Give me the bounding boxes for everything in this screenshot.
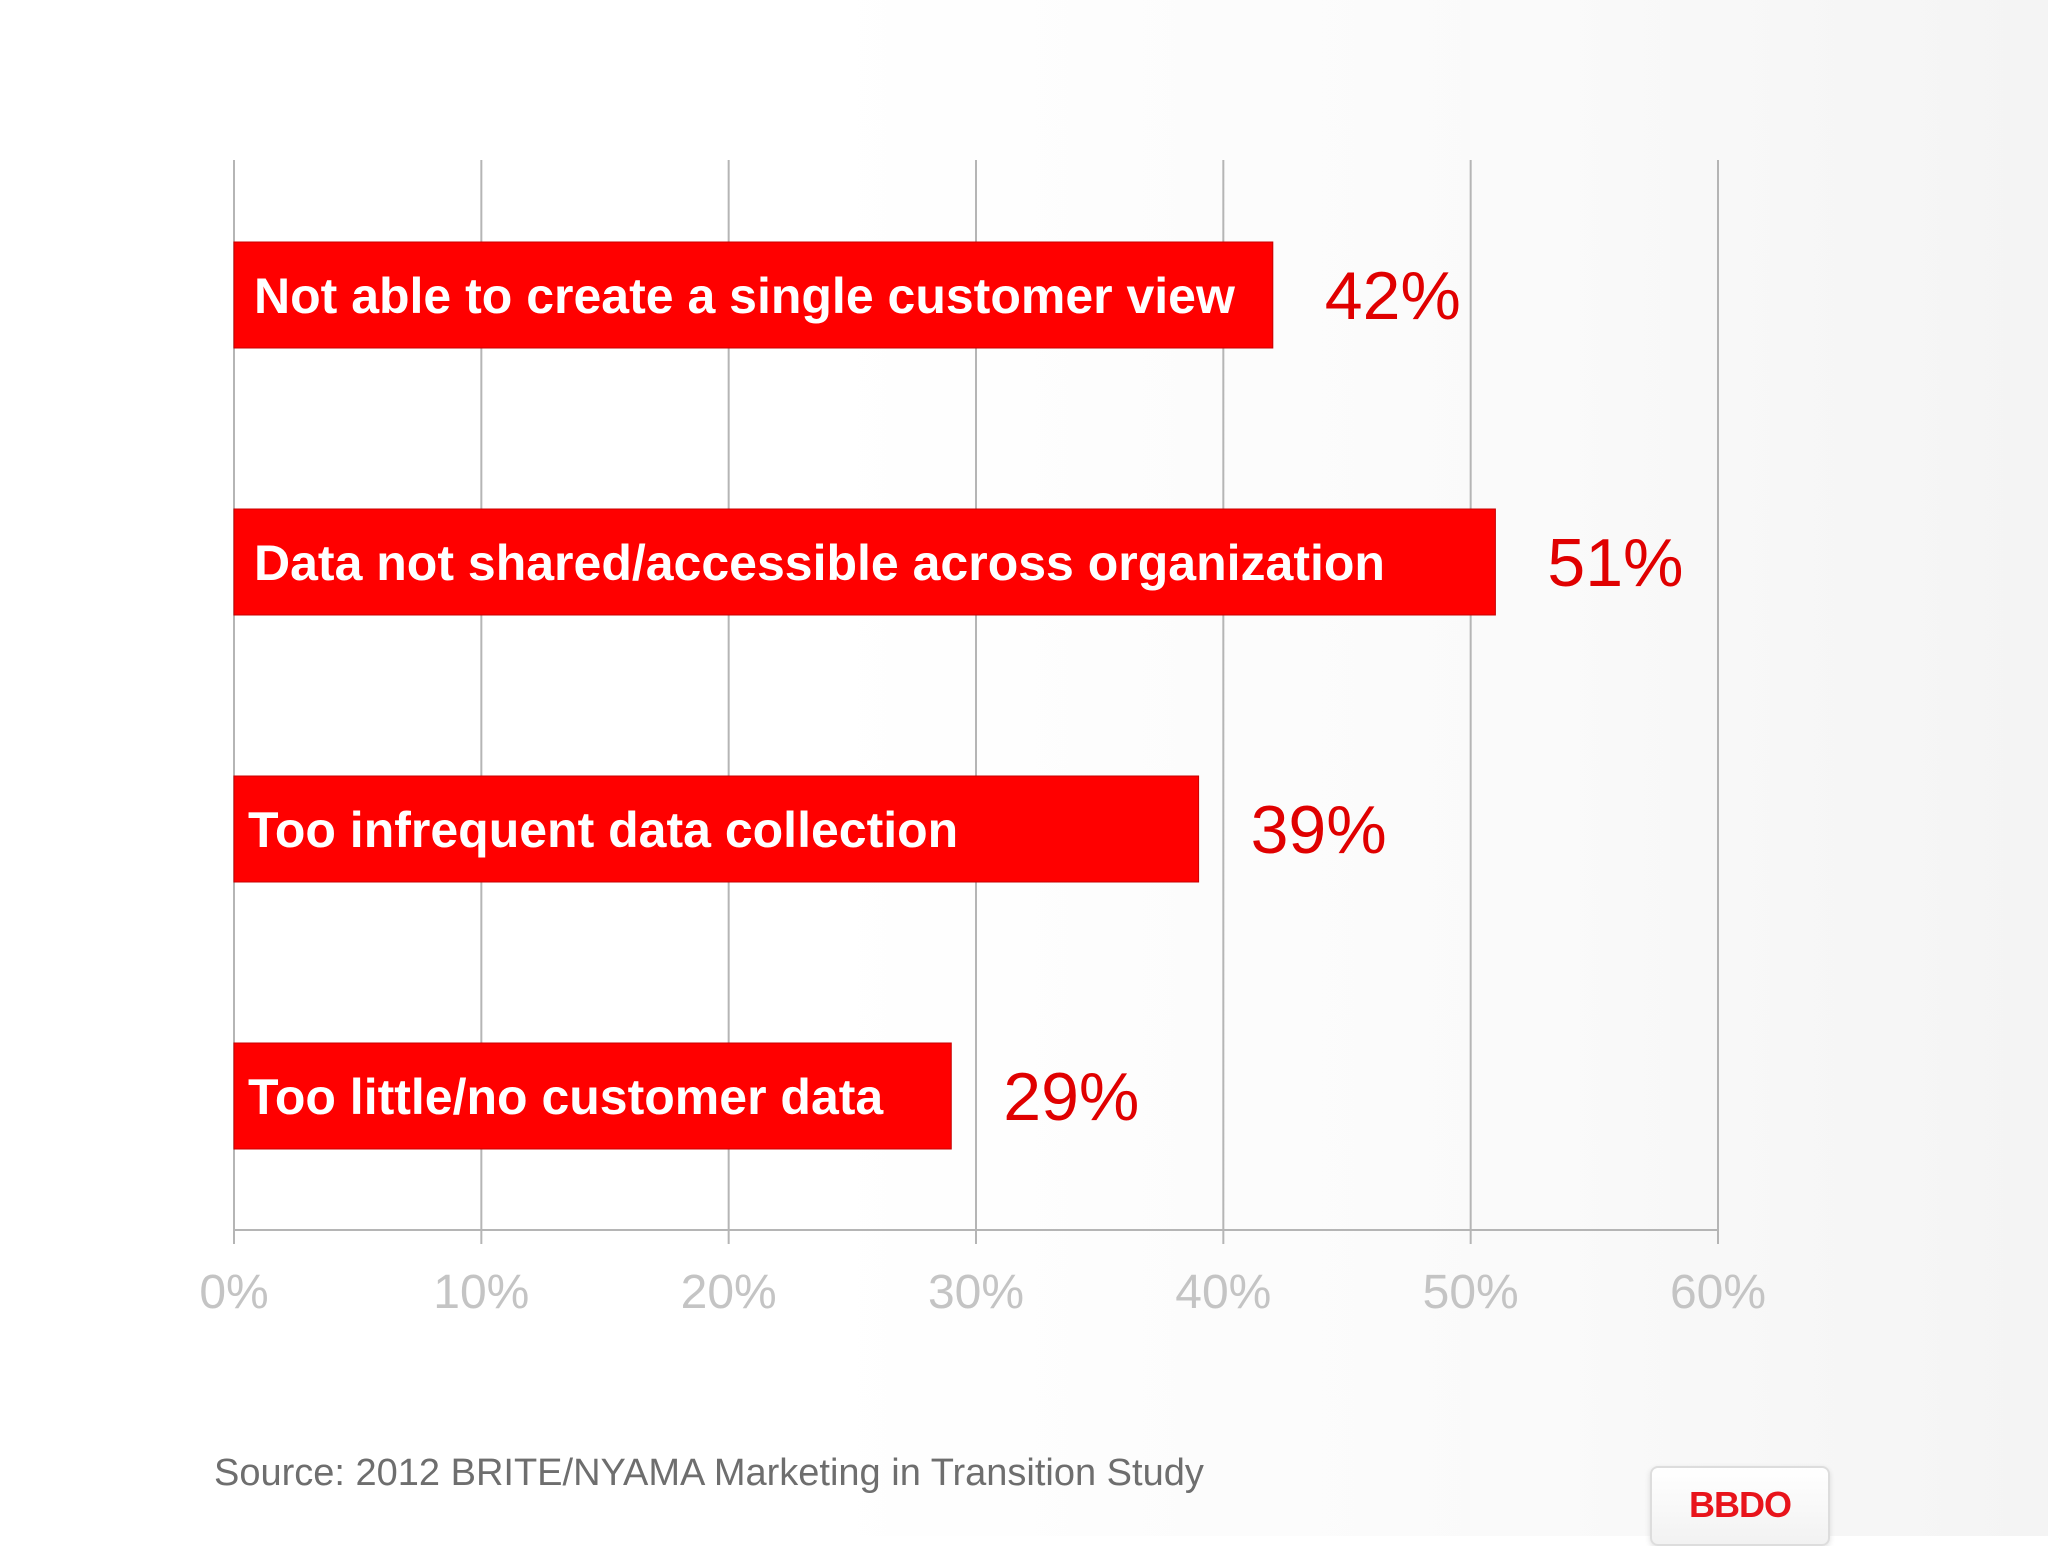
x-tick-label: 20% — [681, 1266, 777, 1319]
x-axis: 0% 10% 20% 30% 40% 50% 60% — [199, 1229, 1766, 1319]
bar-value-label: 39% — [1251, 792, 1387, 868]
bar-category-label: Not able to create a single customer vie… — [254, 268, 1235, 324]
bar-value-label: 51% — [1547, 525, 1683, 601]
x-tick-label: 30% — [928, 1266, 1024, 1319]
bar-category-label: Too infrequent data collection — [248, 802, 958, 858]
x-tick-label: 50% — [1423, 1266, 1519, 1319]
bars: Not able to create a single customer vie… — [233, 241, 1684, 1150]
source-note: Source: 2012 BRITE/NYAMA Marketing in Tr… — [214, 1452, 1204, 1494]
bar — [233, 1042, 952, 1150]
bar-category-label: Data not shared/accessible across organi… — [254, 535, 1385, 591]
bar — [233, 508, 1496, 616]
x-tick-label: 0% — [199, 1266, 268, 1319]
bar — [233, 241, 1274, 349]
bbdo-logo: BBDO — [1650, 1466, 1830, 1546]
bar-value-label: 42% — [1325, 258, 1461, 334]
x-tick-label: 60% — [1670, 1266, 1766, 1319]
bar-category-label: Too little/no customer data — [248, 1069, 884, 1125]
bar — [233, 775, 1200, 883]
bar-value-label: 29% — [1003, 1059, 1139, 1135]
x-tick-label: 40% — [1175, 1266, 1271, 1319]
logo-text: BBDO — [1689, 1484, 1792, 1525]
x-tick-label: 10% — [433, 1266, 529, 1319]
